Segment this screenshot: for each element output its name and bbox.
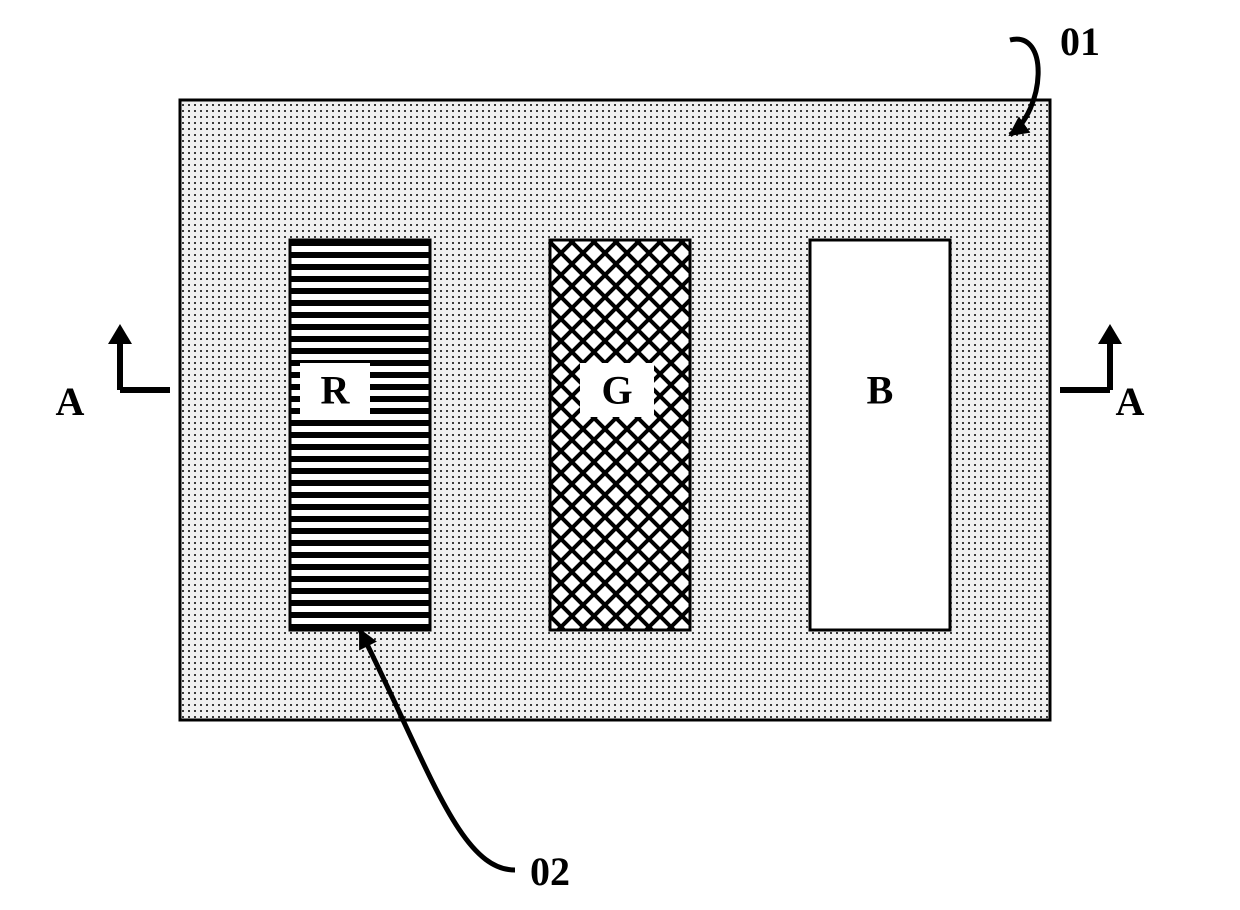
subpixel-R-label: R [321, 368, 351, 413]
section-marker-right: A [1060, 324, 1145, 424]
callout-01-label: 01 [1060, 19, 1100, 64]
section-marker-right-label: A [1116, 379, 1145, 424]
subpixel-B [810, 240, 950, 630]
subpixel-G [550, 240, 690, 630]
section-marker-left-label: A [56, 379, 85, 424]
subpixel-R [290, 240, 430, 630]
section-marker-left: A [56, 324, 170, 424]
subpixel-B-label: B [867, 368, 894, 413]
callout-02-label: 02 [530, 849, 570, 894]
subpixel-G-label: G [601, 368, 632, 413]
